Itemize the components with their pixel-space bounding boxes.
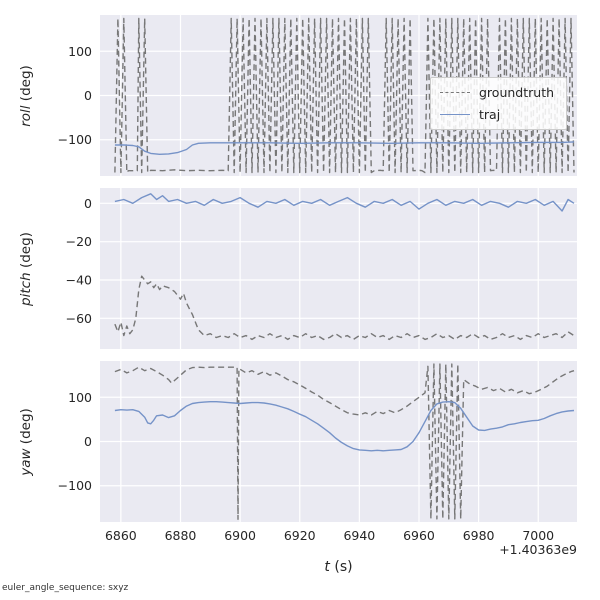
svg-text:100: 100 (68, 44, 92, 59)
xlabel-word: t (324, 559, 330, 575)
svg-text:6960: 6960 (403, 528, 435, 543)
ylabel-roll: roll (deg) (8, 15, 44, 176)
ylabel-yaw: yaw (deg) (8, 361, 44, 522)
ylabel-pitch-word: pitch (18, 271, 34, 306)
svg-text:6920: 6920 (284, 528, 316, 543)
legend-label-traj: traj (479, 107, 501, 122)
svg-text:−40: −40 (66, 273, 92, 288)
svg-text:−20: −20 (66, 234, 92, 249)
svg-text:−60: −60 (66, 311, 92, 326)
svg-text:100: 100 (68, 390, 92, 405)
axis-offset-text: +1.40363e9 (499, 542, 577, 557)
traj-line-sample (440, 114, 470, 115)
svg-text:0: 0 (84, 434, 92, 449)
svg-text:6900: 6900 (224, 528, 256, 543)
svg-text:0: 0 (84, 88, 92, 103)
legend-label-groundtruth: groundtruth (479, 85, 555, 100)
ylabel-roll-unit: (deg) (18, 64, 34, 105)
svg-text:6860: 6860 (105, 528, 137, 543)
ylabel-roll-text: roll (deg) (18, 65, 34, 127)
svg-text:6980: 6980 (463, 528, 495, 543)
ylabel-yaw-unit: (deg) (18, 407, 34, 448)
svg-text:6940: 6940 (343, 528, 375, 543)
svg-text:−100: −100 (58, 478, 92, 493)
xlabel: t (s) (100, 559, 577, 575)
svg-text:−100: −100 (58, 132, 92, 147)
xlabel-unit: (s) (329, 559, 353, 575)
svg-text:6880: 6880 (165, 528, 197, 543)
groundtruth-line-sample (440, 92, 470, 93)
ylabel-pitch-unit: (deg) (18, 231, 34, 272)
legend: groundtruth traj (430, 77, 568, 130)
ylabel-pitch-text: pitch (deg) (18, 232, 34, 306)
legend-item-traj: traj (440, 107, 554, 122)
ylabel-pitch: pitch (deg) (8, 188, 44, 349)
ylabel-yaw-text: yaw (deg) (18, 408, 34, 476)
corner-text: euler_angle_sequence: sxyz (2, 583, 129, 593)
legend-item-groundtruth: groundtruth (440, 85, 554, 100)
ylabel-roll-word: roll (18, 104, 34, 127)
svg-text:0: 0 (84, 196, 92, 211)
ylabel-yaw-word: yaw (18, 447, 34, 476)
svg-text:7000: 7000 (522, 528, 554, 543)
